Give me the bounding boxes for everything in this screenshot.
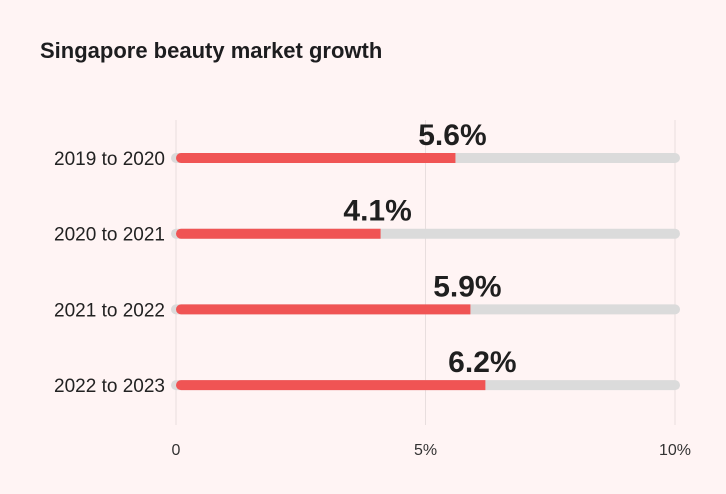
category-label-1: 2020 to 2021: [54, 225, 165, 246]
x-tick-label-2: 10%: [659, 442, 691, 459]
category-label-2: 2021 to 2022: [54, 300, 165, 321]
value-label-3: 6.2%: [448, 346, 516, 379]
x-tick-label-1: 5%: [414, 442, 437, 459]
bar-3: [176, 380, 486, 391]
value-label-2: 5.9%: [433, 270, 501, 303]
bar-0: [176, 153, 456, 163]
chart-title: Singapore beauty market growth: [40, 38, 383, 63]
category-label-3: 2022 to 2023: [54, 376, 165, 397]
bar-1: [176, 228, 381, 239]
value-label-0: 5.6%: [418, 119, 486, 152]
value-label-1: 4.1%: [343, 195, 411, 228]
category-label-0: 2019 to 2020: [54, 149, 165, 170]
x-tick-label-0: 0: [172, 442, 181, 459]
bar-2: [176, 304, 471, 315]
